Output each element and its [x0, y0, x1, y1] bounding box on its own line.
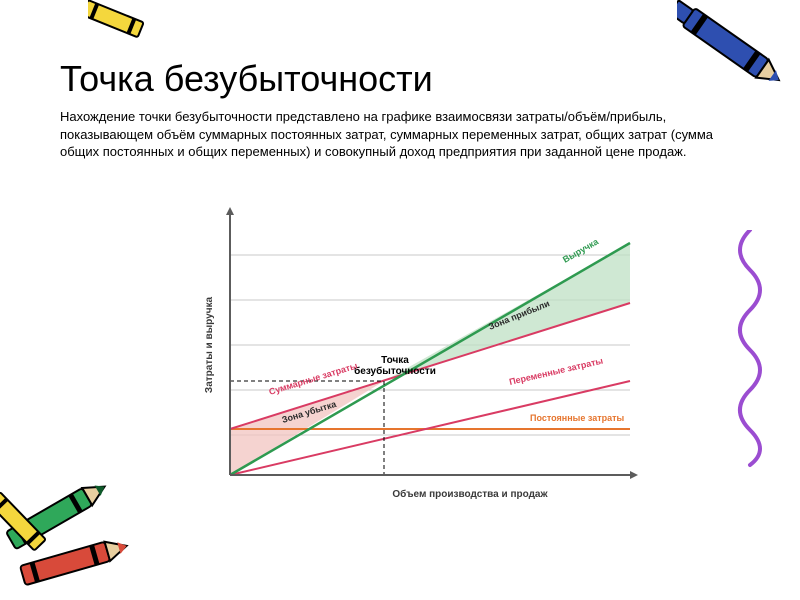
- svg-text:Суммарные затраты: Суммарные затраты: [268, 360, 359, 397]
- decoration-squiggle-right: [728, 230, 778, 470]
- decoration-crayons-bottom-left: [0, 470, 145, 600]
- description-text: Нахождение точки безубыточности представ…: [60, 108, 740, 161]
- svg-text:Переменные затраты: Переменные затраты: [508, 356, 604, 387]
- breakeven-chart: Точкабезубыточности Постоянные затраты Пер…: [175, 195, 655, 515]
- svg-text:Объем производства и продаж: Объем производства и продаж: [392, 488, 548, 500]
- svg-text:Выручка: Выручка: [561, 236, 601, 265]
- svg-text:Затраты и выручка: Затраты и выручка: [204, 296, 215, 393]
- svg-text:безубыточности: безубыточности: [354, 365, 436, 377]
- decoration-crayon-top-left: [88, 0, 158, 64]
- svg-text:Постоянные затраты: Постоянные затраты: [530, 413, 625, 423]
- decoration-crayon-top-right: [677, 0, 792, 115]
- page-title: Точка безубыточности: [60, 58, 433, 100]
- svg-text:Точка: Точка: [381, 355, 409, 366]
